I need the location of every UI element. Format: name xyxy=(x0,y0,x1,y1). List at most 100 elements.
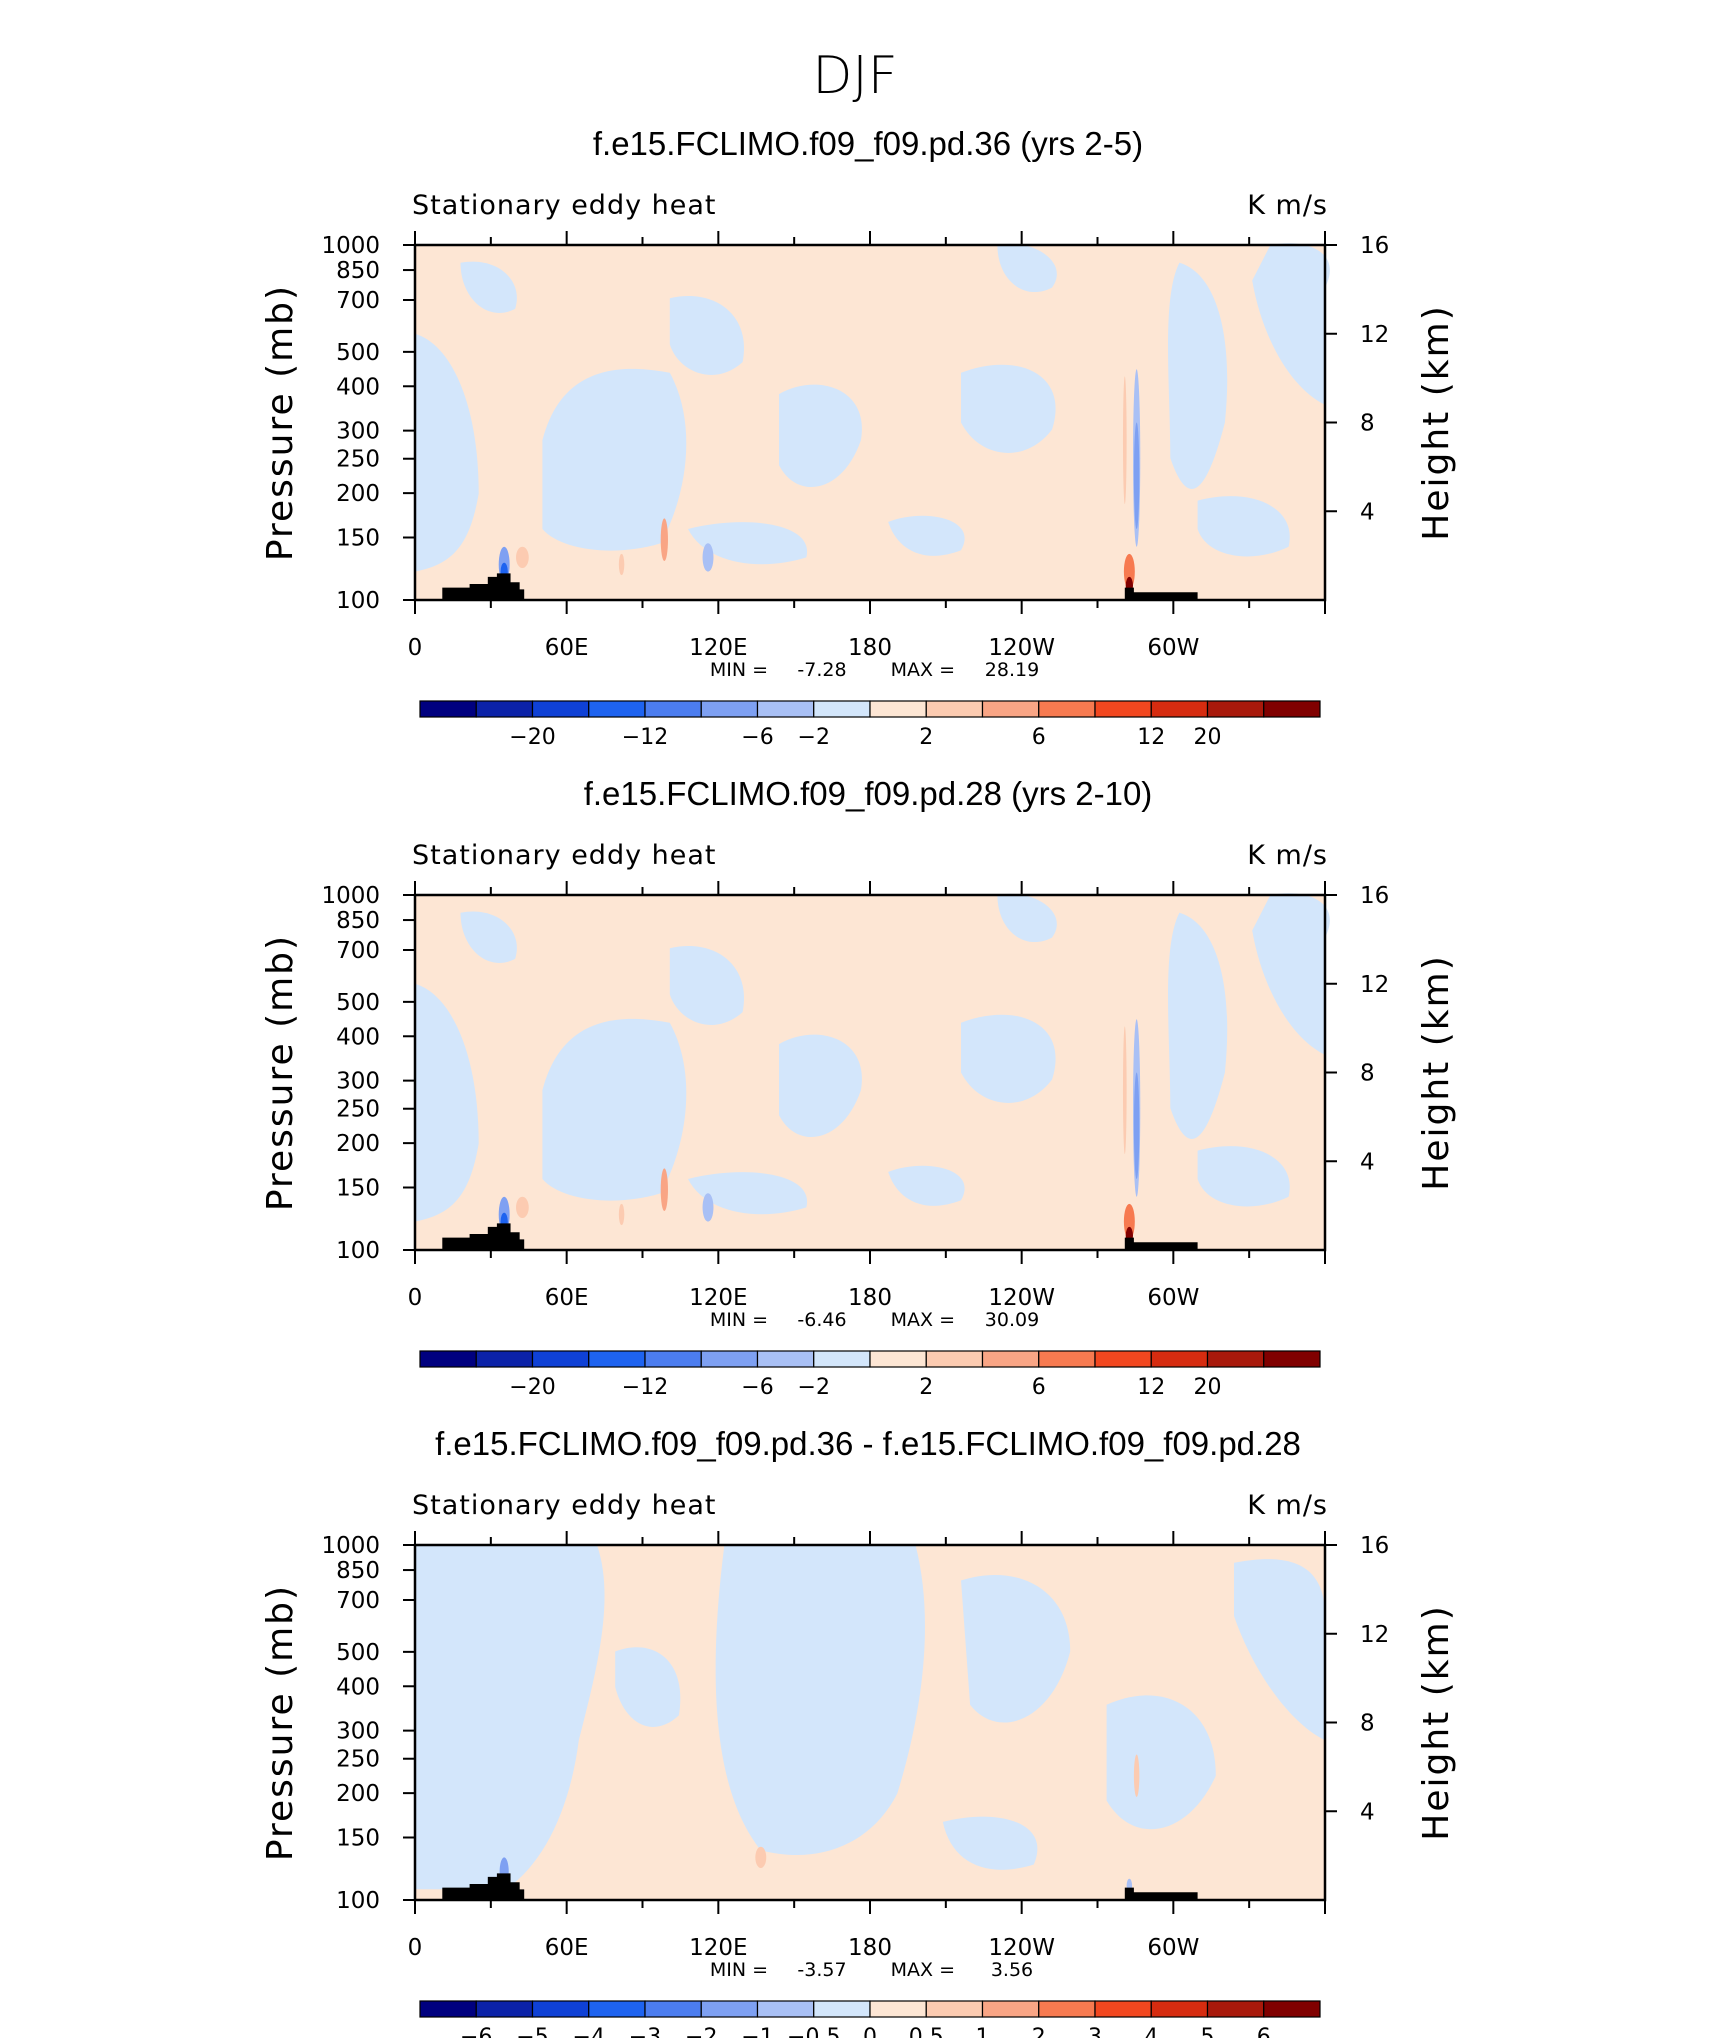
colorbar-box xyxy=(644,2000,702,2018)
colorbar-box xyxy=(588,700,646,718)
contour-streak-2 xyxy=(755,1846,767,1869)
y-tick-label: 400 xyxy=(336,1674,380,1700)
y2-tick-label: 8 xyxy=(1360,411,1375,437)
y-tick-label: 850 xyxy=(336,1558,380,1584)
contour-region-3 xyxy=(961,1574,1071,1723)
colorbar-box xyxy=(981,2000,1040,2018)
max-value: 3.56 xyxy=(991,1959,1033,1981)
colorbar-box xyxy=(925,700,984,718)
y-tick-label: 250 xyxy=(336,1747,380,1773)
min-label: MIN = xyxy=(710,659,768,681)
panel-title: f.e15.FCLIMO.f09_f09.pd.28 (yrs 2-10) xyxy=(584,775,1153,812)
y-tick-label: 1000 xyxy=(321,1533,380,1559)
max-value: 30.09 xyxy=(985,1309,1039,1331)
y-tick-label: 500 xyxy=(336,1640,380,1666)
x-tick-label: 60E xyxy=(545,1285,589,1311)
colorbar-label: 12 xyxy=(1137,1375,1165,1400)
y-tick-label: 200 xyxy=(336,481,380,507)
contour-region-9 xyxy=(1252,893,1330,1055)
y2-tick-label: 4 xyxy=(1360,499,1375,525)
y2-tick-label: 8 xyxy=(1360,1061,1375,1087)
colorbar-box xyxy=(588,1350,646,1368)
colorbar-box xyxy=(813,700,871,718)
contour-region-6 xyxy=(997,243,1057,293)
x-tick-label: 180 xyxy=(848,1935,892,1961)
colorbar-box xyxy=(700,700,759,718)
contour-region-2 xyxy=(715,1545,925,1856)
contour-streak-8 xyxy=(1133,1072,1140,1179)
colorbar-label: 0 xyxy=(863,2025,877,2038)
contour-region-7 xyxy=(1168,262,1228,489)
right-string: K m/s xyxy=(1247,1490,1328,1521)
y-tick-label: 1000 xyxy=(321,883,380,909)
y-tick-label: 500 xyxy=(336,340,380,366)
colorbar-box xyxy=(419,1350,477,1368)
y-tick-label: 400 xyxy=(336,1024,380,1050)
topography-andes xyxy=(1124,1887,1198,1900)
colorbar-box xyxy=(644,700,702,718)
y2-tick-label: 8 xyxy=(1360,1711,1375,1737)
y-tick-label: 150 xyxy=(336,1175,380,1201)
colorbar-label: −12 xyxy=(622,725,668,750)
colorbar-box xyxy=(1150,700,1209,718)
min-value: -6.46 xyxy=(797,1309,846,1331)
y2-axis-title: Height (km) xyxy=(1416,954,1457,1190)
colorbar-label: 2 xyxy=(1032,2025,1046,2038)
colorbar-label: 4 xyxy=(1144,2025,1158,2038)
colorbar-box xyxy=(700,2000,759,2018)
min-label: MIN = xyxy=(710,1309,768,1331)
colorbar-label: −20 xyxy=(509,725,555,750)
colorbar-label: −0.5 xyxy=(787,2025,840,2038)
colorbar-label: −6 xyxy=(460,2025,492,2038)
colorbar-box xyxy=(981,1350,1040,1368)
colorbar-box xyxy=(419,2000,477,2018)
colorbar-label: −2 xyxy=(685,2025,717,2038)
contour-streak-11 xyxy=(1122,1026,1127,1155)
contour-region-9 xyxy=(1252,243,1330,405)
panels: f.e15.FCLIMO.f09_f09.pd.36 (yrs 2-5) Stat… xyxy=(260,125,1457,2038)
contour-region-5 xyxy=(961,1014,1056,1103)
y2-tick-label: 12 xyxy=(1360,1622,1389,1648)
y2-tick-label: 12 xyxy=(1360,972,1389,998)
colorbar-box xyxy=(813,2000,871,2018)
colorbar-box xyxy=(756,700,815,718)
y2-tick-label: 4 xyxy=(1360,1149,1375,1175)
left-string: Stationary eddy heat xyxy=(412,190,717,221)
min-value: -7.28 xyxy=(797,659,846,681)
y-tick-label: 300 xyxy=(336,1069,380,1095)
contour-region-10 xyxy=(460,911,517,963)
colorbar-box xyxy=(475,700,534,718)
contour-region-6 xyxy=(615,1647,681,1728)
colorbar-label: −5 xyxy=(516,2025,548,2038)
colorbar-box xyxy=(1263,1350,1321,1368)
panel-title: f.e15.FCLIMO.f09_f09.pd.36 - f.e15.FCLIM… xyxy=(435,1425,1301,1462)
x-tick-label: 60E xyxy=(545,635,589,661)
colorbar-box xyxy=(925,2000,984,2018)
y-tick-label: 500 xyxy=(336,990,380,1016)
y-tick-label: 700 xyxy=(336,938,380,964)
y-tick-label: 850 xyxy=(336,908,380,934)
y-axis-title: Pressure (mb) xyxy=(260,284,301,561)
colorbar-box xyxy=(1150,1350,1209,1368)
y-tick-label: 400 xyxy=(336,374,380,400)
right-string: K m/s xyxy=(1247,190,1328,221)
colorbar-label: −4 xyxy=(573,2025,605,2038)
min-label: MIN = xyxy=(710,1959,768,1981)
y-tick-label: 300 xyxy=(336,419,380,445)
panel-3: f.e15.FCLIMO.f09_f09.pd.36 - f.e15.FCLIM… xyxy=(260,1425,1457,2038)
colorbar-box xyxy=(1150,2000,1209,2018)
colorbar-label: 6 xyxy=(1032,1375,1046,1400)
y-tick-label: 850 xyxy=(336,258,380,284)
y-tick-label: 200 xyxy=(336,1131,380,1157)
y-tick-label: 150 xyxy=(336,525,380,551)
y-tick-label: 100 xyxy=(336,1888,380,1914)
colorbar-box xyxy=(1038,2000,1096,2018)
x-tick-label: 120E xyxy=(689,1285,747,1311)
contour-region-1 xyxy=(415,983,479,1222)
colorbar-box xyxy=(756,1350,815,1368)
colorbar-box xyxy=(531,1350,590,1368)
y-tick-label: 250 xyxy=(336,447,380,473)
y2-tick-label: 12 xyxy=(1360,322,1389,348)
x-tick-label: 180 xyxy=(848,635,892,661)
topography-africa xyxy=(442,1873,525,1900)
